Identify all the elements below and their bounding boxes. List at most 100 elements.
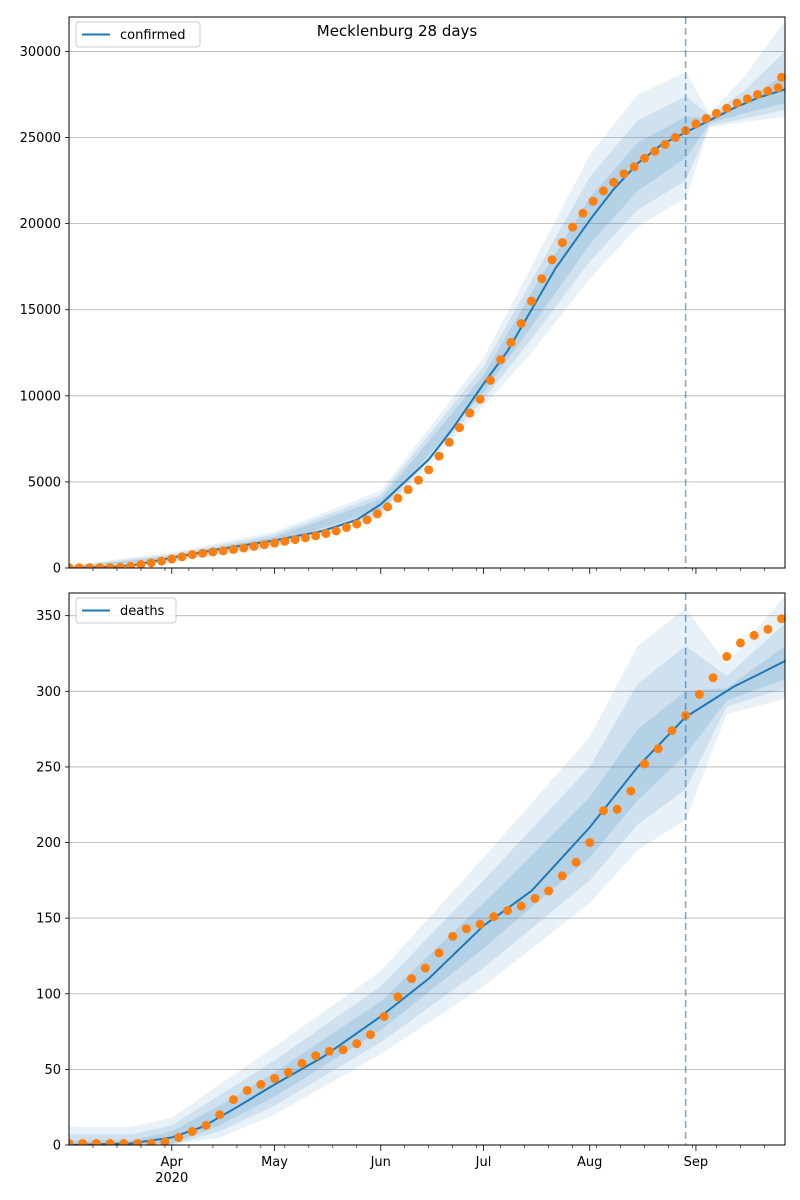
plot-area bbox=[69, 20, 785, 568]
observed-point bbox=[239, 543, 249, 553]
observed-point bbox=[321, 529, 331, 539]
observed-point bbox=[461, 924, 471, 934]
observed-point bbox=[448, 931, 458, 941]
observed-point bbox=[290, 535, 300, 545]
observed-point bbox=[78, 1138, 88, 1145]
observed-point bbox=[352, 1039, 362, 1049]
observed-point bbox=[537, 274, 547, 284]
y-tick-label: 0 bbox=[53, 562, 61, 577]
observed-point bbox=[105, 1138, 115, 1145]
x-tick-label: May bbox=[261, 1155, 288, 1170]
observed-point bbox=[547, 255, 557, 265]
band-middle bbox=[69, 51, 785, 568]
y-tick-label: 20000 bbox=[20, 217, 61, 232]
observed-point bbox=[228, 1095, 238, 1105]
observed-point bbox=[379, 1011, 389, 1021]
observed-point bbox=[503, 906, 513, 916]
y-tick-label: 100 bbox=[36, 987, 61, 1002]
band-inner bbox=[69, 645, 785, 1145]
observed-point bbox=[69, 563, 74, 568]
band-inner bbox=[69, 73, 785, 568]
observed-point bbox=[249, 541, 259, 551]
observed-point bbox=[612, 804, 622, 814]
observed-point bbox=[626, 786, 636, 796]
observed-point bbox=[667, 726, 677, 736]
y-tick-label: 10000 bbox=[20, 389, 61, 404]
observed-point bbox=[215, 1110, 225, 1120]
observed-point bbox=[338, 1045, 348, 1055]
observed-point bbox=[372, 509, 382, 519]
observed-point bbox=[136, 560, 146, 568]
observed-point bbox=[571, 857, 581, 867]
band-middle bbox=[69, 623, 785, 1145]
observed-point bbox=[557, 238, 567, 248]
observed-point bbox=[69, 1138, 74, 1145]
observed-point bbox=[516, 901, 526, 911]
legend-box bbox=[75, 21, 201, 48]
observed-point bbox=[383, 502, 393, 512]
observed-point bbox=[670, 133, 680, 143]
observed-point bbox=[365, 1030, 375, 1040]
observed-point bbox=[434, 948, 444, 958]
observed-point bbox=[283, 1067, 293, 1077]
observed-point bbox=[167, 554, 177, 564]
observed-point bbox=[722, 103, 732, 113]
y-tick-label: 50 bbox=[44, 1063, 61, 1078]
y-tick-label: 25000 bbox=[20, 131, 61, 146]
observed-point bbox=[609, 177, 619, 187]
observed-point bbox=[413, 475, 423, 485]
observed-point bbox=[311, 531, 321, 541]
observed-point bbox=[420, 963, 430, 973]
observed-point bbox=[475, 394, 485, 404]
observed-point bbox=[201, 1120, 211, 1130]
band-outer bbox=[69, 596, 785, 1145]
observed-point bbox=[650, 146, 660, 156]
observed-point bbox=[455, 423, 465, 433]
observed-point bbox=[544, 886, 554, 896]
observed-point bbox=[393, 493, 403, 503]
observed-point bbox=[732, 98, 742, 108]
observed-point bbox=[228, 544, 238, 554]
observed-point bbox=[722, 652, 732, 662]
y-tick-label: 5000 bbox=[28, 475, 61, 490]
observed-point bbox=[424, 465, 434, 475]
observed-point bbox=[777, 72, 785, 82]
y-tick-label: 30000 bbox=[20, 45, 61, 60]
observed-point bbox=[133, 1138, 143, 1145]
observed-point bbox=[489, 912, 499, 922]
observed-point bbox=[105, 562, 115, 568]
x-tick-label: Jul bbox=[475, 1155, 492, 1170]
observed-point bbox=[588, 196, 598, 206]
observed-point bbox=[187, 1126, 197, 1136]
observed-point bbox=[640, 153, 650, 163]
observed-point bbox=[160, 1137, 170, 1145]
y-tick-label: 250 bbox=[36, 760, 61, 775]
observed-point bbox=[585, 838, 595, 848]
observed-point bbox=[694, 689, 704, 699]
observed-point bbox=[91, 1138, 101, 1145]
figure-title: Mecklenburg 28 days bbox=[317, 22, 478, 40]
observed-point bbox=[403, 485, 413, 495]
observed-point bbox=[115, 562, 125, 568]
observed-point bbox=[753, 89, 763, 99]
observed-point bbox=[773, 83, 783, 93]
y-tick-label: 350 bbox=[36, 609, 61, 624]
observed-point bbox=[598, 806, 608, 816]
observed-point bbox=[218, 546, 228, 556]
legend-label: deaths bbox=[120, 604, 165, 619]
observed-point bbox=[763, 624, 773, 634]
observed-point bbox=[119, 1138, 129, 1145]
observed-point bbox=[660, 139, 670, 149]
band-outer bbox=[69, 20, 785, 568]
observed-point bbox=[496, 355, 506, 365]
observed-point bbox=[156, 556, 166, 566]
observed-point bbox=[506, 337, 516, 347]
observed-point bbox=[444, 437, 454, 447]
observed-point bbox=[311, 1051, 321, 1061]
x-tick-label: Sep bbox=[684, 1155, 709, 1170]
observed-point bbox=[146, 558, 156, 568]
y-tick-label: 200 bbox=[36, 836, 61, 851]
observed-point bbox=[126, 561, 136, 568]
observed-point bbox=[331, 526, 341, 536]
